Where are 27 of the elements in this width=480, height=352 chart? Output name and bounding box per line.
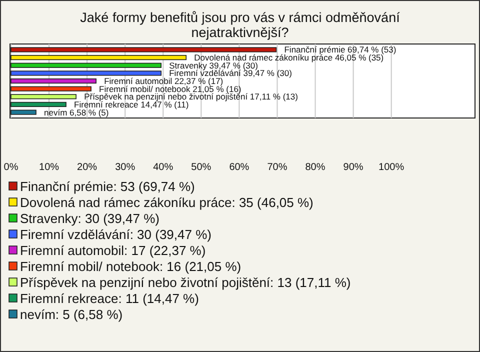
x-tick-label: 50% — [191, 162, 212, 173]
x-tick-label: 30% — [115, 162, 136, 173]
text: Firemní mobil/ notebook: 16 (21,05 %) — [20, 259, 242, 274]
x-tick-label: 70% — [267, 162, 288, 173]
text: Finanční prémie: 53 (69,74 %) — [20, 179, 195, 194]
x-tick-label: 20% — [77, 162, 98, 173]
x-tick-label: 80% — [305, 162, 326, 173]
chart-title: Jaké formy benefitů jsou pro vás v rámci odměňování nejatraktivnější? — [80, 10, 400, 40]
text: Příspěvek na penzijní nebo životní pojištění: 13 (17,11 %) — [20, 275, 351, 290]
x-tick-label: 0% — [4, 162, 18, 173]
text: Firemní vzdělávání: 30 (39,47 %) — [20, 227, 212, 242]
category-label: Příspěvek na penzijní nebo životní pojištění 17,11 % (13) — [84, 92, 298, 102]
x-tick-label: 90% — [343, 162, 364, 173]
text: Firemní automobil: 17 (22,37 %) — [20, 243, 206, 258]
text: nevím: 5 (6,58 %) — [20, 307, 123, 322]
text: Stravenky: 30 (39,47 %) — [20, 211, 160, 226]
x-tick-label: 10% — [39, 162, 60, 173]
category-label: Firemní automobil 22,37 % (17) — [104, 76, 224, 86]
category-label: Stravenky 39,47 % (30) — [169, 60, 258, 70]
category-label: nevím 6,58 % (5) — [44, 107, 109, 118]
category-label: Dovolená nad rámec zákoníku práce 46,05 % (35) — [194, 52, 384, 63]
x-tick-label: 60% — [229, 162, 250, 173]
x-tick-label: 40% — [153, 162, 174, 173]
text: Dovolená nad rámec zákoníku práce: 35 (46,05 %) — [20, 195, 314, 210]
text: Firemní rekreace: 11 (14,47 %) — [20, 291, 199, 306]
category-label: Finanční prémie 69,74 % (53) — [284, 44, 396, 55]
x-tick-label: 100% — [378, 162, 404, 173]
